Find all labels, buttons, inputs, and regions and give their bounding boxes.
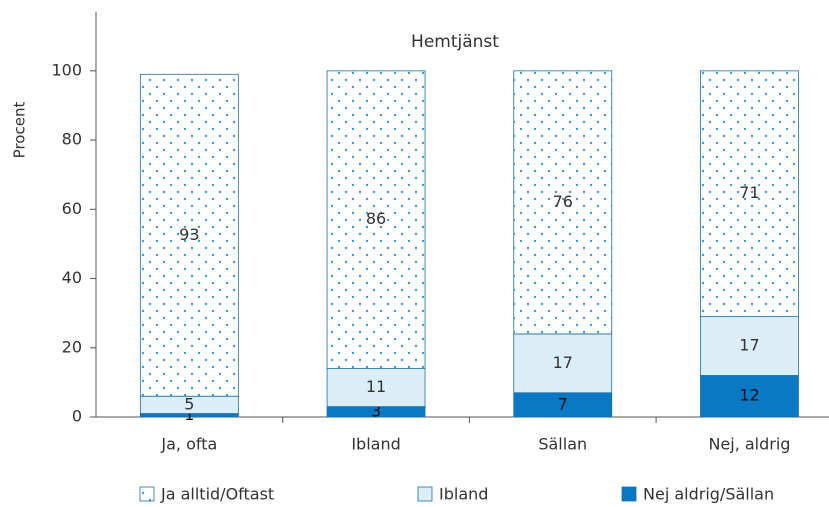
data-label: 17 (739, 336, 759, 355)
legend-label: Ibland (439, 485, 488, 504)
bar-segment (139, 73, 239, 397)
data-label: 5 (184, 394, 194, 413)
bar-segment (513, 333, 613, 394)
y-tick-label: 60 (62, 199, 82, 218)
legend-label: Nej aldrig/Sällan (643, 485, 774, 504)
y-axis-label: Procent (11, 102, 29, 159)
chart-title: Hemtjänst (411, 32, 499, 52)
data-label: 7 (558, 394, 568, 413)
bar-segment (513, 392, 613, 418)
y-tick-label: 40 (62, 268, 82, 287)
data-label: 71 (739, 183, 759, 202)
y-tick-label: 20 (62, 337, 82, 356)
bar-segment (326, 368, 426, 408)
bar-segment (513, 70, 613, 335)
bar-segment (700, 375, 799, 418)
x-tick-label: Nej, aldrig (708, 435, 790, 454)
bar-segment (700, 316, 799, 376)
x-tick-label: Sällan (538, 435, 587, 454)
data-label: 11 (366, 377, 386, 396)
data-label: 1 (184, 405, 194, 424)
legend-label: Ja alltid/Oftast (160, 485, 274, 504)
x-tick-label: Ja, ofta (160, 435, 217, 454)
data-label: 12 (739, 386, 759, 405)
x-tick-label: Ibland (351, 435, 400, 454)
y-tick-label: 80 (62, 130, 82, 149)
bar-segment (700, 70, 799, 318)
y-tick-label: 100 (51, 60, 82, 79)
data-label: 93 (179, 225, 199, 244)
data-label: 3 (371, 401, 381, 420)
legend-swatch (139, 486, 155, 502)
data-label: 86 (366, 209, 386, 228)
legend-swatch (417, 486, 433, 502)
data-label: 17 (553, 353, 573, 372)
data-label: 76 (553, 192, 573, 211)
bar-segment (326, 70, 426, 369)
y-tick-label: 0 (72, 407, 82, 426)
legend-swatch (621, 486, 637, 502)
